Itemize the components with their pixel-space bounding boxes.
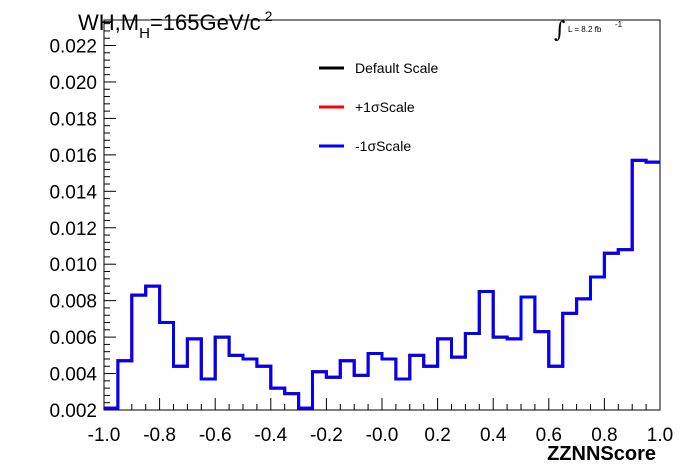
series-line-2 <box>104 158 660 410</box>
y-tick-label: 0.006 <box>49 328 97 349</box>
y-tick-label: 0.022 <box>49 37 97 58</box>
x-tick-label: 1.0 <box>647 425 673 446</box>
y-tick-label: 0.010 <box>49 255 97 276</box>
series-group <box>104 158 660 410</box>
x-tick-label: 0.2 <box>424 425 450 446</box>
x-tick-label: 0.4 <box>480 425 507 446</box>
lumi-label: ∫ L = 8.2 fb -1 <box>554 18 623 43</box>
chart-title-subscript: H <box>139 25 150 42</box>
x-axis: -1.0 -0.8 -0.6 -0.4 -0.2 -0.0 0.2 0.4 0.6 0.8 1.0 <box>88 398 673 446</box>
chart-title-superscript: 2 <box>265 8 273 24</box>
lumi-text: L = 8.2 fb <box>568 25 602 34</box>
x-tick-label: -0.4 <box>254 425 287 446</box>
y-tick-label: 0.020 <box>49 73 97 94</box>
lumi-integral-symbol: ∫ <box>554 18 566 43</box>
x-tick-label: -0.8 <box>143 425 176 446</box>
legend: Default Scale +1σScale -1σScale <box>319 60 438 154</box>
x-tick-label: -1.0 <box>88 425 121 446</box>
y-tick-label: 0.012 <box>49 219 97 240</box>
y-tick-label: 0.014 <box>49 182 97 203</box>
x-tick-label: -0.6 <box>199 425 232 446</box>
y-tick-label: 0.016 <box>49 146 97 167</box>
y-tick-label: 0.004 <box>49 365 97 386</box>
x-tick-label: 0.6 <box>536 425 562 446</box>
chart-title-tail: =165GeV/c <box>150 10 261 35</box>
y-axis: 0.002 0.004 0.006 0.008 0.010 0.012 0.014 0.016… <box>49 23 116 422</box>
x-axis-title: ZZNNScore <box>547 443 656 465</box>
lumi-superscript: -1 <box>615 20 623 29</box>
legend-label: +1σScale <box>355 99 415 115</box>
x-tick-label: -0.2 <box>310 425 343 446</box>
x-tick-label: -0.0 <box>366 425 399 446</box>
y-tick-label: 0.008 <box>49 292 97 313</box>
chart-title: WH,MH=165GeV/c 2 <box>78 8 273 42</box>
legend-label: -1σScale <box>355 138 411 154</box>
x-tick-label: 0.8 <box>591 425 617 446</box>
y-tick-label: 0.018 <box>49 109 97 130</box>
legend-label: Default Scale <box>355 60 438 76</box>
y-tick-label: 0.002 <box>49 401 97 422</box>
